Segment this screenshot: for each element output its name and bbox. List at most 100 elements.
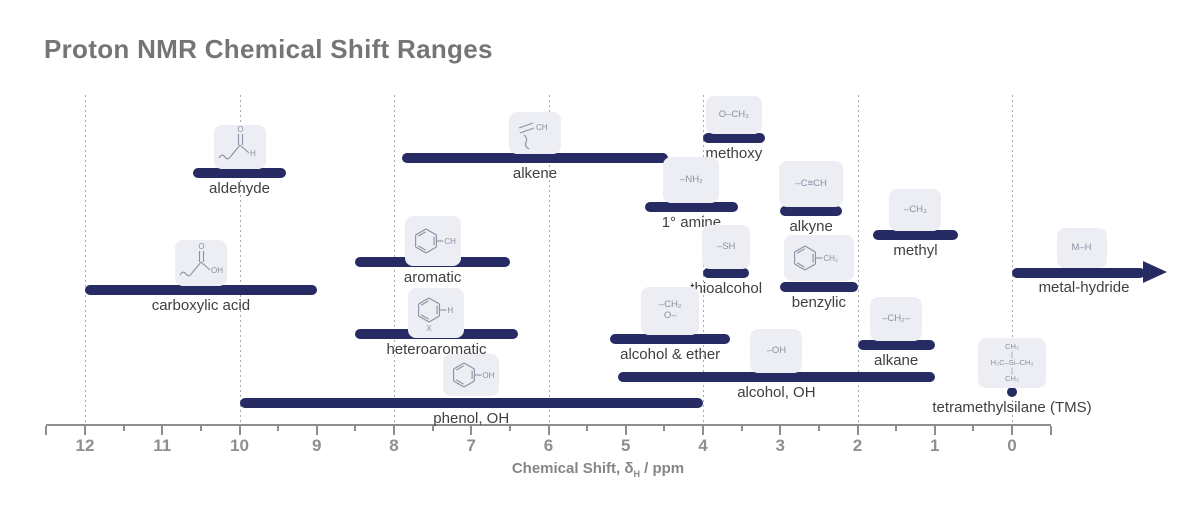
- x-axis-tick-label-4: 4: [698, 436, 708, 455]
- svg-text:O: O: [237, 125, 243, 134]
- alcohol-ether-label: alcohol & ether: [620, 346, 721, 363]
- x-axis-tick--0.5: [1049, 426, 1052, 435]
- alcohol-oh-structure-icon: –OH: [750, 329, 803, 373]
- svg-text:OH: OH: [483, 371, 495, 380]
- x-axis-tick-label-0: 0: [1007, 436, 1017, 455]
- svg-text:CH: CH: [444, 237, 456, 246]
- alkene-label: alkene: [512, 165, 558, 182]
- alkane-label: alkane: [874, 352, 919, 369]
- x-axis-tick-6.5: [508, 426, 511, 431]
- x-axis-tick-label-6: 6: [543, 436, 554, 455]
- x-axis-tick-4.5: [663, 426, 666, 431]
- range-bar-benzylic: [780, 282, 858, 292]
- benzylic-structure-icon: CH₂: [783, 235, 854, 281]
- x-axis-tick-3: [779, 426, 782, 435]
- svg-text:X: X: [427, 324, 433, 333]
- range-bar-primary-amine: [645, 202, 738, 212]
- x-axis-tick-5: [624, 426, 627, 435]
- thioalcohol-structure-icon: –SH: [702, 225, 751, 269]
- x-axis-tick-label-7: 7: [466, 436, 476, 455]
- page-title: Proton NMR Chemical Shift Ranges: [44, 34, 493, 64]
- alcohol-ether-structure-icon: –CH₂ O–: [641, 287, 700, 335]
- tms-structure-icon: CH₃ | H₃C–Si–CH₃ | CH₃: [978, 338, 1046, 388]
- x-axis-tick-6: [547, 426, 550, 435]
- x-axis-tick-label-3: 3: [775, 436, 785, 455]
- x-axis-label-prefix: Chemical Shift,: [511, 460, 625, 477]
- tms-point: [1007, 387, 1017, 397]
- x-axis-line: [46, 424, 1051, 426]
- range-bar-methoxy: [703, 133, 765, 143]
- delta-symbol: δ: [624, 460, 634, 477]
- carboxylic-acid-structure-icon: O OH: [174, 240, 227, 286]
- svg-text:CH₂: CH₂: [823, 254, 838, 263]
- range-bar-metal-hydride: [1012, 267, 1145, 278]
- svg-text:O: O: [198, 242, 204, 251]
- tms-label: tetramethylsilane (TMS): [932, 399, 1092, 416]
- x-axis-tick-2: [856, 426, 859, 435]
- alcohol-oh-label: alcohol, OH: [737, 384, 816, 401]
- x-axis-tick-label-11: 11: [153, 436, 172, 455]
- gridline-12: [85, 95, 86, 422]
- x-axis-tick-7.5: [431, 426, 434, 431]
- x-axis-tick-0.5: [972, 426, 975, 431]
- range-bar-alcohol-oh: [618, 372, 935, 382]
- primary-amine-structure-icon: –NH₂: [663, 157, 720, 203]
- x-axis-tick-10.5: [199, 426, 202, 431]
- x-axis-tick-3.5: [740, 426, 743, 431]
- metal-hydride-label: metal-hydride: [1038, 279, 1130, 296]
- x-axis-tick-11.5: [122, 426, 125, 431]
- x-axis-tick-label-2: 2: [852, 436, 863, 455]
- range-bar-carboxylic-acid: [85, 285, 317, 295]
- x-axis-tick-12.5: [45, 426, 48, 435]
- x-axis-tick-1.5: [895, 426, 898, 431]
- phenol-oh-label: phenol, OH: [433, 410, 510, 427]
- svg-text:CH: CH: [536, 123, 548, 132]
- range-bar-aldehyde: [193, 168, 286, 178]
- x-axis-tick-8: [393, 426, 395, 435]
- x-axis-tick-4: [702, 426, 704, 435]
- range-bar-phenol-oh: [239, 398, 703, 408]
- alkene-structure-icon: CH: [508, 112, 561, 154]
- x-axis-tick-label-5: 5: [621, 436, 631, 455]
- aldehyde-label: aldehyde: [209, 180, 270, 197]
- gridline-10: [239, 95, 241, 422]
- alkyne-label: alkyne: [789, 218, 833, 235]
- svg-text:H: H: [250, 149, 256, 158]
- aromatic-label: aromatic: [403, 269, 462, 286]
- x-axis-label-suffix: / ppm: [639, 460, 685, 477]
- metal-hydride-structure-icon: M–H: [1056, 228, 1107, 268]
- carboxylic-acid-label: carboxylic acid: [151, 297, 251, 314]
- x-axis-tick-10: [238, 426, 241, 435]
- x-axis-tick-7: [470, 426, 473, 435]
- x-axis-tick-2.5: [817, 426, 820, 431]
- x-axis-tick-9: [315, 426, 318, 435]
- alkane-structure-icon: –CH₂–: [870, 297, 923, 341]
- x-axis-tick-label-9: 9: [312, 436, 322, 455]
- methyl-label: methyl: [893, 242, 938, 259]
- svg-text:H: H: [448, 306, 454, 315]
- x-axis-tick-5.5: [586, 426, 589, 431]
- range-bar-alcohol-ether: [610, 334, 731, 344]
- delta-subscript: H: [633, 469, 640, 479]
- range-bar-methyl: [872, 230, 958, 240]
- x-axis-tick-12: [84, 426, 86, 435]
- x-axis-tick-label-12: 12: [75, 436, 95, 455]
- x-axis-label: Chemical Shift, δH / ppm: [0, 460, 1196, 479]
- x-axis-tick-label-8: 8: [389, 436, 399, 455]
- thioalcohol-label: thioalcohol: [690, 280, 763, 297]
- svg-text:OH: OH: [211, 266, 223, 275]
- x-axis-tick-0: [1011, 426, 1013, 435]
- x-axis-tick-label-10: 10: [230, 436, 249, 455]
- gridline-2: [857, 95, 859, 422]
- metal-hydride-arrowhead: [1143, 261, 1167, 283]
- gridline-6: [548, 95, 550, 422]
- methyl-structure-icon: –CH₃: [889, 189, 942, 231]
- range-bar-alkene: [401, 153, 669, 163]
- phenol-oh-structure-icon: OH: [443, 354, 500, 396]
- range-bar-alkane: [857, 340, 935, 350]
- gridline-0: [1012, 95, 1013, 422]
